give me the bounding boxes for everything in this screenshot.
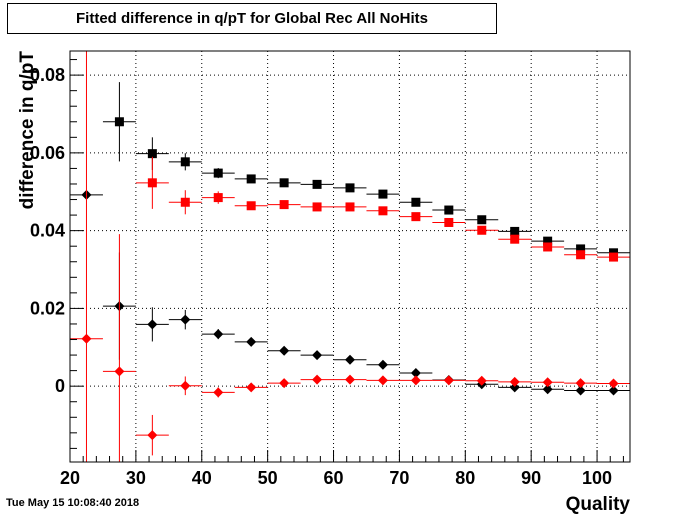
data-point-square <box>180 157 190 167</box>
x-tick-label: 60 <box>324 468 344 488</box>
data-point-square <box>114 117 124 127</box>
y-tick-label: 0.04 <box>30 221 65 241</box>
data-point-square <box>576 244 586 254</box>
data-point-diamond <box>575 385 586 396</box>
data-point-diamond <box>575 378 586 389</box>
axis-layer: 20 30 40 50 60 70 80 90 100 0 0.02 0.04 0.06 0.08 <box>30 59 624 488</box>
data-point-square <box>312 179 322 189</box>
y-tick-label: 0 <box>55 376 65 396</box>
x-tick-label: 50 <box>258 468 278 488</box>
x-tick-label: 80 <box>455 468 475 488</box>
data-point-diamond <box>312 350 323 361</box>
data-point-diamond <box>410 375 421 386</box>
data-point-square <box>477 215 487 225</box>
data-point-diamond <box>246 336 257 347</box>
data-point-square <box>345 202 355 212</box>
data-point-diamond <box>213 329 224 340</box>
data-point-square <box>543 242 553 252</box>
data-point-diamond <box>279 378 290 389</box>
data-point-square <box>510 234 520 244</box>
data-point-square <box>246 174 256 184</box>
data-point-diamond <box>180 380 191 391</box>
data-point-square <box>510 226 520 236</box>
series-layer <box>70 51 630 462</box>
y-tick-label: 0.02 <box>30 298 65 318</box>
data-point-square <box>213 193 223 203</box>
x-tick-label: 40 <box>192 468 212 488</box>
x-tick-label: 90 <box>521 468 541 488</box>
series-3 <box>70 189 630 396</box>
data-point-square <box>279 200 289 210</box>
data-point-diamond <box>410 367 421 378</box>
data-point-square <box>378 189 388 199</box>
data-point-square <box>180 197 190 207</box>
data-point-square <box>609 252 619 262</box>
data-point-diamond <box>345 374 355 385</box>
x-tick-label: 30 <box>126 468 146 488</box>
data-point-diamond <box>180 314 191 325</box>
chart-title: Fitted difference in q/pT for Global Rec… <box>7 3 497 34</box>
y-tick-label: 0.08 <box>30 65 65 85</box>
data-point-square <box>444 217 454 227</box>
data-point-diamond <box>509 376 520 387</box>
data-point-diamond <box>542 384 553 395</box>
x-tick-label: 70 <box>389 468 409 488</box>
data-point-diamond <box>312 374 323 385</box>
data-point-diamond <box>377 375 388 386</box>
data-point-diamond <box>608 378 619 389</box>
x-tick-label: 100 <box>582 468 612 488</box>
data-point-diamond <box>377 359 388 370</box>
data-point-square <box>444 205 454 215</box>
data-point-diamond <box>213 387 224 398</box>
series-4 <box>70 51 630 462</box>
data-point-square <box>213 168 223 178</box>
data-point-square <box>543 236 553 246</box>
data-point-diamond <box>443 375 454 386</box>
data-point-square <box>477 225 487 235</box>
y-axis-title: difference in q/pT <box>17 51 38 210</box>
data-point-diamond <box>476 375 487 386</box>
plot-frame <box>69 50 631 463</box>
data-point-diamond <box>147 319 158 330</box>
data-point-square <box>312 202 322 212</box>
grid-layer <box>70 51 630 462</box>
data-point-diamond <box>509 382 520 393</box>
data-point-square <box>147 178 157 188</box>
data-point-square <box>411 197 421 207</box>
data-point-diamond <box>279 345 290 356</box>
series-1 <box>102 82 630 258</box>
data-point-diamond <box>246 382 257 393</box>
data-point-diamond <box>542 377 553 388</box>
data-point-square <box>378 206 388 216</box>
data-point-square <box>147 149 157 159</box>
data-point-square <box>246 201 256 211</box>
data-point-diamond <box>608 385 619 396</box>
data-point-diamond <box>147 430 158 441</box>
x-axis-title: Quality <box>566 494 631 514</box>
x-tick-label: 20 <box>60 468 80 488</box>
data-point-square <box>279 178 289 188</box>
data-point-square <box>345 183 355 193</box>
data-point-diamond <box>345 354 355 365</box>
data-point-square <box>411 212 421 222</box>
series-2 <box>135 156 630 262</box>
data-point-square <box>576 250 586 260</box>
data-point-diamond <box>114 366 125 377</box>
data-point-diamond <box>81 333 92 344</box>
y-tick-label: 0.06 <box>30 143 65 163</box>
timestamp: Tue May 15 10:08:40 2018 <box>6 497 140 509</box>
